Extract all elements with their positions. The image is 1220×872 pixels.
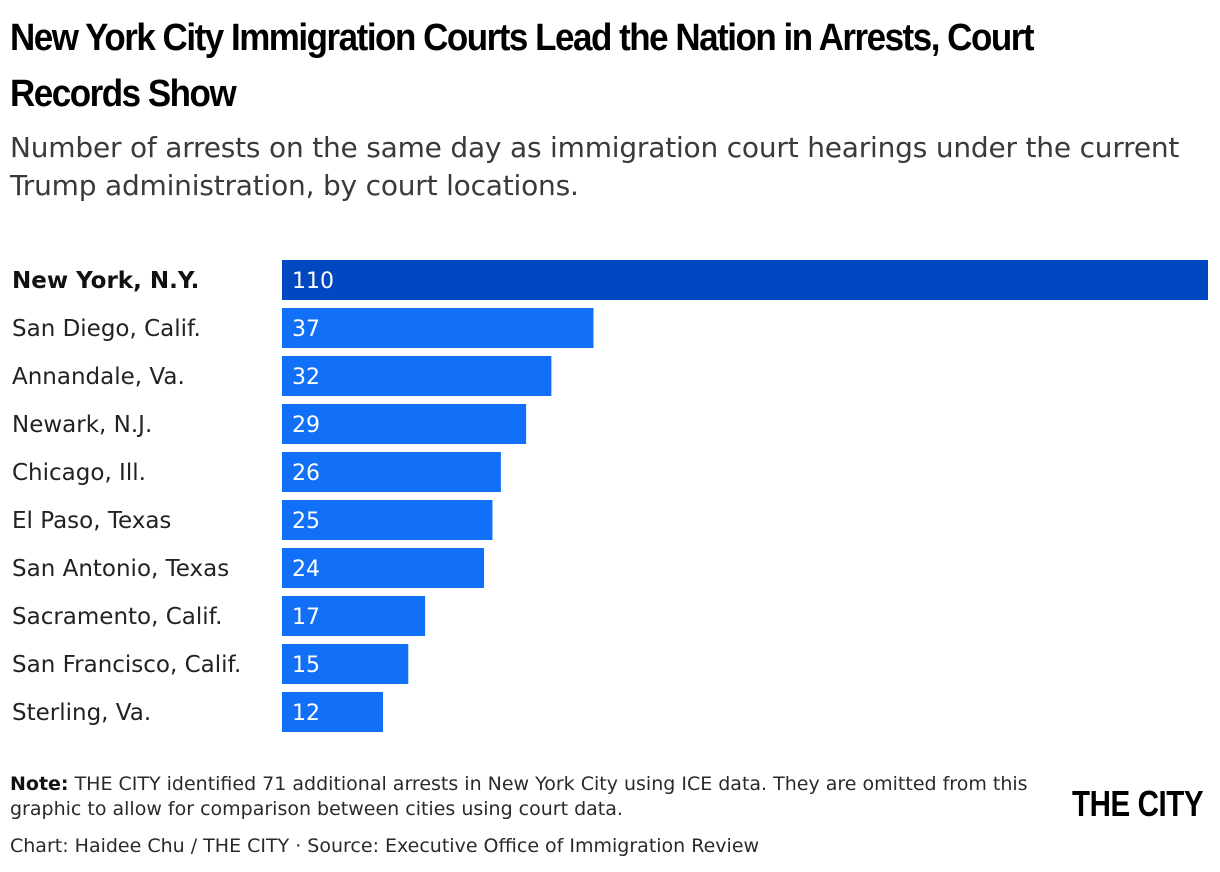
bar	[282, 260, 1208, 300]
value-label: 17	[292, 605, 320, 630]
bar	[282, 308, 594, 348]
bar-row: San Diego, Calif. 37	[12, 308, 594, 348]
category-label: El Paso, Texas	[12, 508, 171, 534]
bar	[282, 644, 409, 684]
bar	[282, 404, 527, 444]
bar-row: Newark, N.J. 29	[12, 404, 527, 444]
value-label: 37	[292, 317, 320, 342]
note-label: Note:	[10, 773, 69, 795]
category-label: New York, N.Y.	[12, 268, 199, 294]
category-label: San Francisco, Calif.	[12, 652, 241, 678]
value-label: 12	[292, 701, 320, 726]
bar-row: El Paso, Texas 25	[12, 500, 493, 540]
value-label: 29	[292, 413, 320, 438]
value-label: 110	[292, 269, 334, 294]
bar-row: Sacramento, Calif. 17	[12, 596, 426, 636]
bar	[282, 548, 485, 588]
note-text: THE CITY identified 71 additional arrest…	[10, 773, 1028, 820]
category-label: Chicago, Ill.	[12, 460, 146, 486]
bar	[282, 356, 552, 396]
the-city-logo: THE CITY	[1072, 783, 1204, 824]
value-label: 24	[292, 557, 320, 582]
value-label: 26	[292, 461, 320, 486]
bar-row: Annandale, Va. 32	[12, 356, 552, 396]
footnote: Note: THE CITY identified 71 additional …	[10, 772, 1040, 822]
bar-row: New York, N.Y. 110	[12, 260, 1208, 300]
bar	[282, 452, 501, 492]
bar-row: Chicago, Ill. 26	[12, 452, 501, 492]
bar	[282, 692, 384, 732]
category-label: San Antonio, Texas	[12, 556, 229, 582]
chart-subtitle: Number of arrests on the same day as imm…	[10, 131, 1180, 202]
value-label: 15	[292, 653, 320, 678]
bar-row: San Antonio, Texas 24	[12, 548, 485, 588]
category-label: Sacramento, Calif.	[12, 604, 222, 630]
chart-title: New York City Immigration Courts Lead th…	[10, 17, 1034, 115]
bar-row: San Francisco, Calif. 15	[12, 644, 409, 684]
bar-chart-svg: New York, N.Y. 110 San Diego, Calif. 37 Anna…	[12, 260, 1208, 732]
value-label: 25	[292, 509, 320, 534]
category-label: Newark, N.J.	[12, 412, 152, 438]
category-label: Sterling, Va.	[12, 700, 151, 726]
source-credit: Chart: Haidee Chu / THE CITY · Source: E…	[10, 835, 760, 857]
bar	[282, 596, 426, 636]
category-label: San Diego, Calif.	[12, 316, 201, 342]
value-label: 32	[292, 365, 320, 390]
category-label: Annandale, Va.	[12, 364, 185, 390]
bar	[282, 500, 493, 540]
bar-chart: New York, N.Y. 110 San Diego, Calif. 37 Anna…	[0, 250, 1220, 750]
bar-row: Sterling, Va. 12	[12, 692, 384, 732]
